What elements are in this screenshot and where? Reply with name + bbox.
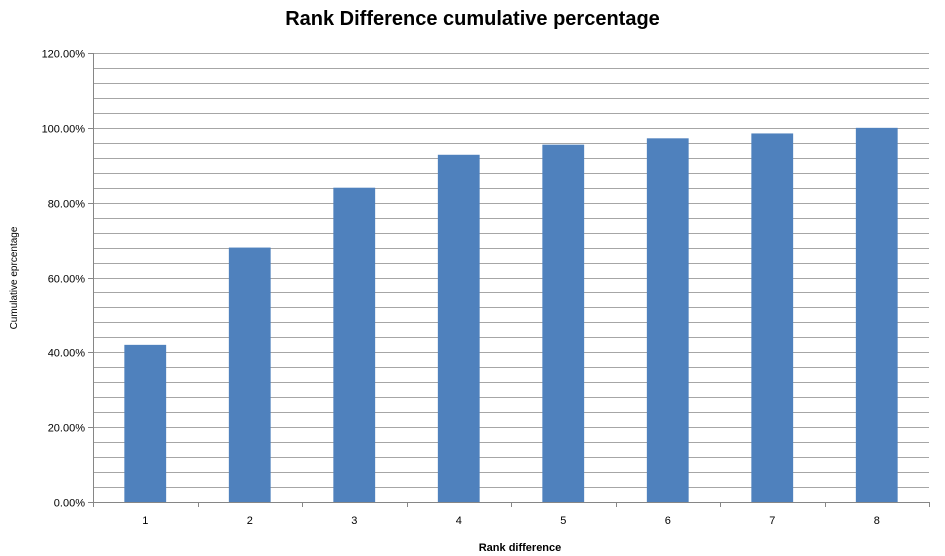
y-tick-label: 80.00% <box>48 199 86 211</box>
bar <box>855 127 898 502</box>
y-tick-label: 60.00% <box>48 274 86 286</box>
x-tick-label: 3 <box>351 515 357 527</box>
chart-title: Rank Difference cumulative percentage <box>285 8 660 30</box>
x-tick-label: 2 <box>247 515 253 527</box>
x-tick-label: 7 <box>769 515 775 527</box>
bar <box>751 133 794 502</box>
bars <box>124 127 898 503</box>
bar <box>228 247 271 502</box>
x-axis-title: Rank difference <box>479 542 562 554</box>
axes: 0.00% 20.00% 40.00% 60.00% 80.00% 100.00% 120.… <box>42 49 930 527</box>
bar <box>333 187 376 502</box>
y-tick-label: 120.00% <box>42 49 86 61</box>
bar <box>646 138 689 502</box>
grid-lines <box>93 53 929 488</box>
y-tick-label: 40.00% <box>48 348 86 360</box>
x-tick-label: 8 <box>874 515 880 527</box>
bar <box>437 154 480 503</box>
x-tick-label: 4 <box>456 515 462 527</box>
x-tick-label: 6 <box>665 515 671 527</box>
bar <box>542 144 585 502</box>
y-tick-label: 0.00% <box>54 498 85 510</box>
y-tick-label: 20.00% <box>48 423 86 435</box>
x-tick-label: 1 <box>142 515 148 527</box>
bar <box>124 344 167 502</box>
y-axis-title: Cumulative eprcentage <box>9 226 20 329</box>
y-tick-label: 100.00% <box>42 124 86 136</box>
x-tick-label: 5 <box>560 515 566 527</box>
